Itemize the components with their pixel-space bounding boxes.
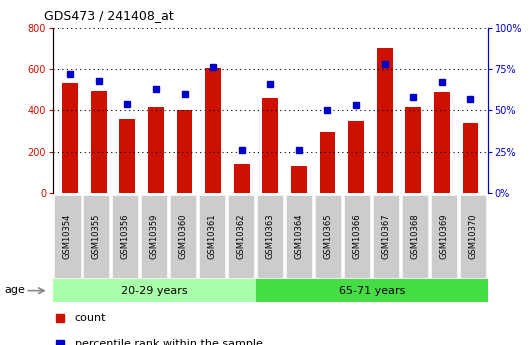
Text: GSM10368: GSM10368 [411, 214, 420, 259]
Text: 20-29 years: 20-29 years [121, 286, 188, 296]
Bar [257, 195, 284, 278]
Bar [315, 195, 341, 278]
Text: GSM10359: GSM10359 [150, 214, 159, 259]
Bar [320, 132, 335, 193]
Text: GSM10363: GSM10363 [266, 214, 275, 259]
Bar [119, 119, 135, 193]
Bar [176, 110, 192, 193]
Text: GSM10366: GSM10366 [353, 214, 361, 259]
Bar [205, 68, 221, 193]
Bar [431, 195, 457, 278]
Text: GSM10361: GSM10361 [208, 214, 217, 259]
Bar [199, 195, 225, 278]
Bar [170, 195, 197, 278]
Bar [348, 121, 364, 193]
Bar [91, 91, 107, 193]
Text: GSM10369: GSM10369 [440, 214, 448, 259]
Bar [286, 195, 312, 278]
Bar [405, 107, 421, 193]
Bar [63, 83, 78, 193]
Bar [142, 195, 167, 278]
Text: GSM10355: GSM10355 [92, 214, 101, 259]
Bar [112, 195, 138, 278]
Text: GSM10354: GSM10354 [63, 214, 72, 259]
Bar [344, 195, 370, 278]
Bar [234, 164, 250, 193]
Bar [460, 195, 486, 278]
Text: GDS473 / 241408_at: GDS473 / 241408_at [45, 9, 174, 22]
Text: age: age [4, 285, 25, 295]
Bar [228, 195, 254, 278]
Text: GSM10356: GSM10356 [121, 214, 130, 259]
Text: GSM10370: GSM10370 [469, 214, 478, 259]
Bar [463, 123, 478, 193]
Text: percentile rank within the sample: percentile rank within the sample [75, 339, 262, 345]
Bar [55, 195, 81, 278]
Bar [377, 48, 393, 193]
Bar [83, 195, 110, 278]
Bar [148, 107, 164, 193]
Bar [434, 92, 450, 193]
Bar [373, 195, 399, 278]
Text: GSM10365: GSM10365 [324, 214, 333, 259]
Bar [53, 279, 256, 302]
Text: GSM10362: GSM10362 [237, 214, 246, 259]
Text: GSM10360: GSM10360 [179, 214, 188, 259]
Text: count: count [75, 313, 106, 323]
Bar [256, 279, 488, 302]
Bar [262, 98, 278, 193]
Text: 65-71 years: 65-71 years [339, 286, 405, 296]
Text: GSM10364: GSM10364 [295, 214, 304, 259]
Bar [291, 166, 307, 193]
Text: GSM10367: GSM10367 [382, 214, 391, 259]
Bar [402, 195, 428, 278]
